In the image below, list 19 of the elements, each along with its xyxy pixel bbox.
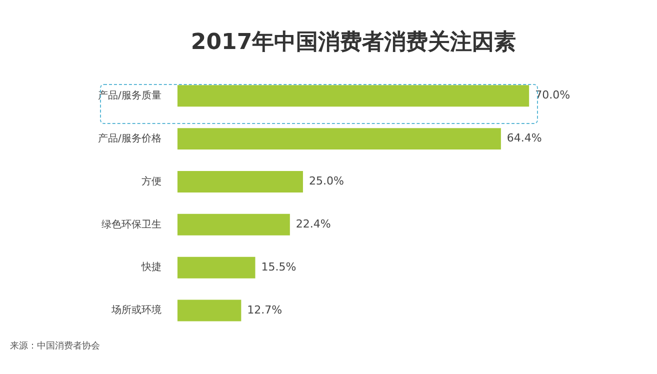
y-tick-label: 产品/服务价格 <box>98 132 162 144</box>
bar <box>177 300 242 322</box>
bar <box>177 171 303 192</box>
data-label: 70.0% <box>535 88 570 102</box>
chart-title: 2017年中国消费者消费关注因素 <box>190 28 516 55</box>
bar <box>177 85 530 107</box>
y-tick-label: 快捷 <box>140 261 162 274</box>
data-label: 22.4% <box>296 218 331 231</box>
bar <box>177 128 501 150</box>
y-tick-label: 绿色环保卫生 <box>101 218 162 230</box>
bar <box>177 214 290 236</box>
data-label: 25.0% <box>308 174 344 188</box>
y-tick-label: 场所或环境 <box>110 304 162 316</box>
data-label: 12.7% <box>247 303 282 316</box>
data-label: 15.5% <box>261 260 296 274</box>
source-note: 来源：中国消费者协会 <box>10 340 100 352</box>
data-label: 64.4% <box>506 132 542 145</box>
y-tick-label: 方便 <box>141 175 162 188</box>
bar <box>177 256 256 278</box>
